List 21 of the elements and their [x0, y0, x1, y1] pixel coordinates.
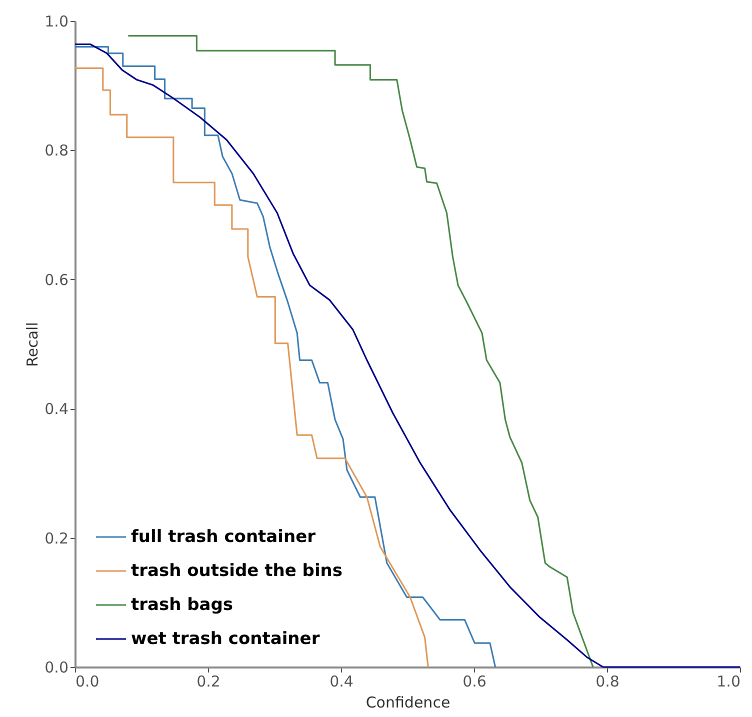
y-axis-title: Recall: [24, 322, 42, 367]
x-tick-label: 0.2: [196, 672, 220, 690]
x-tick-label: 0.0: [76, 672, 100, 690]
line-series: [74, 67, 429, 668]
x-tick-label: 0.4: [330, 672, 354, 690]
y-tick-label: 1.0: [44, 12, 68, 30]
x-axis-title: Confidence: [366, 694, 450, 712]
legend-label: trash bags: [131, 595, 234, 615]
line-series: [74, 46, 496, 668]
line-series: [127, 35, 594, 668]
y-tick-label: 0.6: [44, 270, 68, 289]
y-tick-label: 0.4: [44, 400, 68, 418]
x-tick-label: 1.0: [716, 672, 740, 690]
x-tick-label: 0.8: [596, 672, 620, 690]
legend-label: trash outside the bins: [131, 561, 342, 581]
y-tick-label: 0.0: [44, 658, 68, 676]
legend-label: wet trash container: [131, 629, 320, 649]
y-tick-label: 0.8: [44, 142, 68, 160]
legend-label: full trash container: [131, 527, 316, 547]
x-tick-label: 0.6: [462, 672, 486, 690]
y-tick-label: 0.2: [44, 529, 68, 548]
